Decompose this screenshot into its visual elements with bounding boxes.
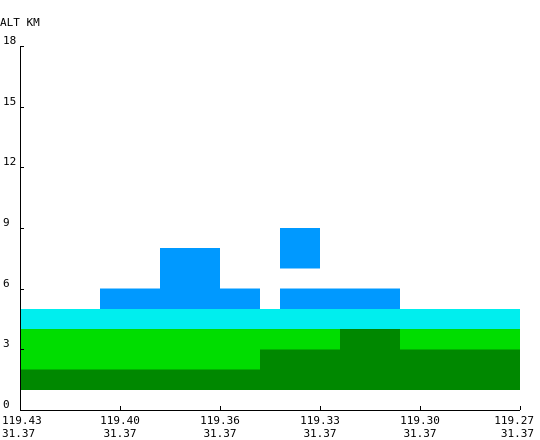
y-tick-label-2: 6 <box>3 277 10 290</box>
cell-green-4 <box>20 329 340 350</box>
y-tick-label-6: 18 <box>3 34 16 47</box>
x-tick-label-lon-2: 119.36 <box>200 414 240 427</box>
x-tick-label-lat-5: 31.37 <box>501 427 534 440</box>
chart-cells <box>20 228 520 390</box>
cell-blue-7 <box>100 288 260 309</box>
x-tick-label-lat-4: 31.37 <box>403 427 436 440</box>
x-tick-label-lat-1: 31.37 <box>103 427 136 440</box>
x-tick-label-lon-0: 119.43 <box>2 414 42 427</box>
y-tick-label-4: 12 <box>3 155 16 168</box>
x-tick-label-lon-3: 119.33 <box>300 414 340 427</box>
cell-blue-8 <box>280 288 400 309</box>
cell-dark_green-1 <box>260 349 520 370</box>
y-tick-label-5: 15 <box>3 95 16 108</box>
cell-dark_green-0 <box>20 369 520 390</box>
chart-axes: 0369121518119.4331.37119.4031.37119.3631… <box>2 34 534 440</box>
cell-cyan-6 <box>20 308 520 330</box>
x-tick-label-lat-0: 31.37 <box>2 427 35 440</box>
cell-blue-9 <box>160 248 220 289</box>
cell-blue-10 <box>280 228 320 269</box>
y-tick-label-0: 0 <box>3 398 10 411</box>
cell-green-3 <box>20 349 260 370</box>
y-axis-label: ALT KM <box>0 16 40 29</box>
x-tick-label-lon-5: 119.27 <box>494 414 534 427</box>
y-tick-label-3: 9 <box>3 216 10 229</box>
x-tick-label-lon-1: 119.40 <box>100 414 140 427</box>
x-tick-label-lat-3: 31.37 <box>303 427 336 440</box>
y-tick-label-1: 3 <box>3 337 10 350</box>
cell-dark_green-2 <box>340 329 400 350</box>
x-tick-label-lon-4: 119.30 <box>400 414 440 427</box>
x-tick-label-lat-2: 31.37 <box>203 427 236 440</box>
cell-green-5 <box>400 329 520 350</box>
